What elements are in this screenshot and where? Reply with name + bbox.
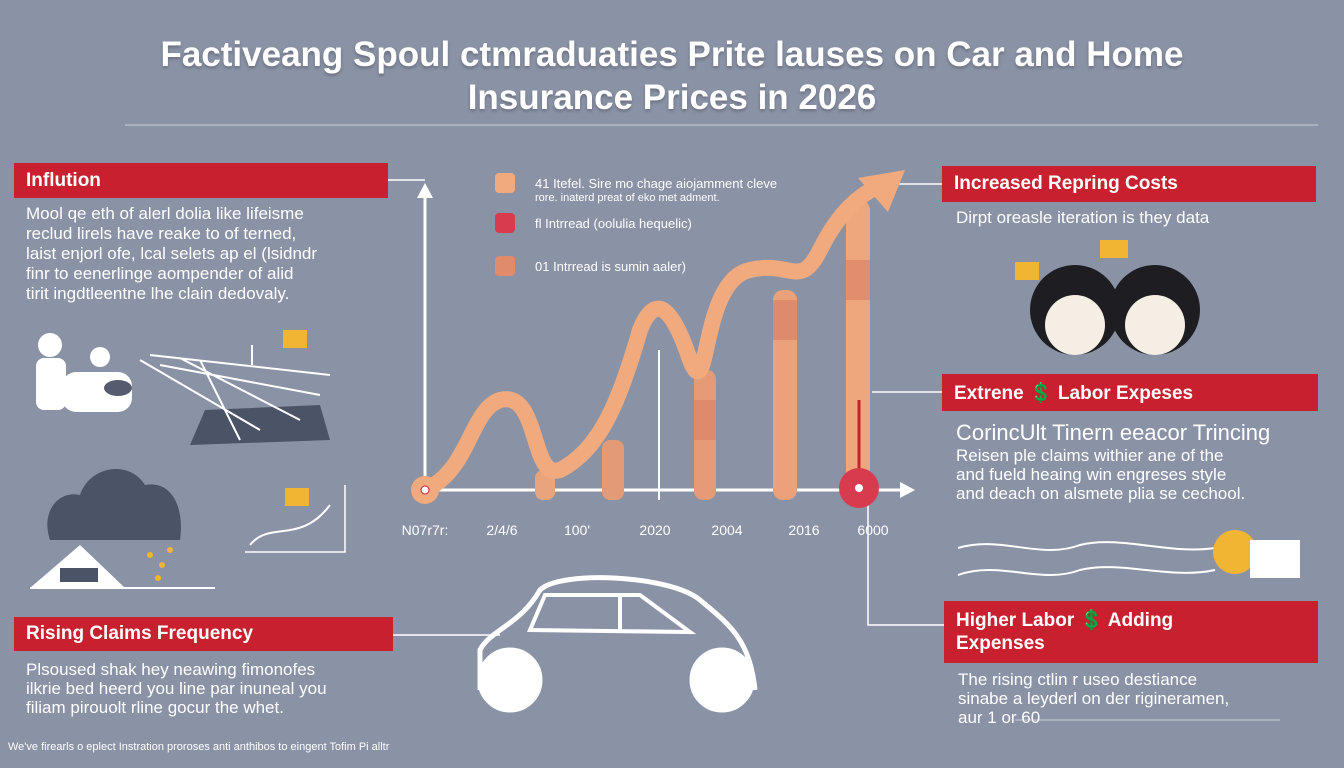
text-line: reclud lirels have reake to of terned, [26, 224, 297, 243]
factory-icon [1250, 540, 1300, 578]
x-label: 6000 [857, 522, 889, 538]
legend-swatch [495, 213, 515, 233]
scribble [139, 345, 331, 441]
trend-arrow [858, 170, 905, 212]
legend-sub: rore. inaterd preat of eko met adment. [535, 192, 720, 204]
mat [190, 405, 330, 445]
bar-band [846, 260, 870, 300]
text-line: aur 1 or 60 [958, 708, 1041, 727]
section-heading: Extrene 💲 Labor Expeses [942, 374, 1318, 411]
dollar-tag [283, 330, 307, 348]
title-line: Insurance Prices in 2026 [467, 78, 877, 117]
bar [602, 440, 624, 500]
mini-line [249, 504, 331, 546]
bars [535, 200, 870, 500]
wave-lines [957, 541, 1216, 576]
people-icon [36, 333, 132, 412]
x-label: N07r7r: [401, 522, 449, 538]
text-line: Expenses [956, 633, 1045, 654]
arrowhead [900, 482, 915, 498]
text-line: Reisen ple claims withier ane of the [956, 446, 1224, 465]
arrowhead [417, 183, 433, 198]
x-label: 2004 [711, 522, 743, 538]
text-line: Mool qe eth of alerl dolia like lifeisme [26, 204, 304, 223]
dollar-tag [1100, 240, 1128, 258]
x-label: 2016 [788, 522, 820, 538]
gear-icon [1213, 530, 1257, 574]
bar [773, 290, 797, 500]
end-dot [855, 484, 863, 492]
footer: We've firearls o eplect Instration proro… [8, 741, 390, 753]
trend-line [417, 177, 888, 498]
bar-band [773, 300, 797, 340]
x-label: 2/4/6 [486, 522, 518, 538]
section-body: Reisen ple claims withier ane of the and … [956, 446, 1245, 503]
x-label: 2020 [639, 522, 671, 538]
section-heading: Higher Labor 💲 Adding Expenses [944, 601, 1318, 663]
section-lead: CorincUlt Tinern eeacor Trincing [956, 420, 1271, 445]
legend-swatch [495, 256, 515, 276]
legend-label: 41 Itefel. Sire mo chage aiojamment clev… [535, 176, 778, 191]
section-body: Plsoused shak hey neawing fimonofes ilkri… [26, 660, 327, 717]
mini-axis [245, 485, 346, 553]
legend-swatch [495, 173, 515, 193]
section-body: Mool qe eth of alerl dolia like lifeisme… [26, 204, 317, 304]
legend-label: 01 Intrread is sumin aaler) [535, 259, 687, 274]
section-body: The rising ctlin r useo destiance sinabe … [958, 670, 1229, 727]
text-line: Dirpt oreasle iteration is they data [956, 208, 1210, 227]
text-line: and deach on alsmete plia se cechool. [956, 484, 1246, 503]
text-line: The rising ctlin r useo destiance [958, 670, 1198, 689]
section-heading: Rising Claims Frequency [14, 617, 393, 651]
dollar-tag [1015, 262, 1039, 280]
text-line: filiam pirouolt rline gocur the whet. [26, 698, 284, 717]
section-body: Dirpt oreasle iteration is they data [956, 208, 1209, 228]
car-icon [477, 575, 758, 713]
rain-dots [147, 547, 173, 581]
legend-label: fl Intrread (oolulia hequelic) [535, 216, 692, 231]
section-heading: Increased Repring Costs [942, 166, 1316, 202]
dollar-tag [285, 488, 309, 506]
title-line: Factiveang Spoul ctmraduaties Prite laus… [160, 35, 1184, 74]
house-icon [30, 468, 215, 589]
text-line: and fueld heaing win engreses style [956, 465, 1227, 484]
text-line: ilkrie bed heerd you line par inuneal yo… [26, 679, 327, 698]
penguin-icon [1030, 265, 1200, 355]
text-line: tirit ingdtleentne lhe clain dedovaly. [26, 284, 290, 303]
text-line: Higher Labor 💲 Adding [956, 610, 1174, 631]
text-line: Plsoused shak hey neawing fimonofes [26, 660, 316, 679]
section-heading: Inflution [14, 163, 388, 198]
text-line: laist enjorl ofe, lcal selets ap el (lsi… [26, 244, 318, 263]
start-dot [420, 485, 430, 495]
bar-band [694, 400, 716, 440]
text-line: finr to eenerlinge aompender of alid [26, 264, 294, 283]
x-label: 100' [563, 522, 591, 538]
text-line: sinabe a leyderl on der rigineramen, [958, 689, 1230, 708]
connector [867, 500, 944, 626]
